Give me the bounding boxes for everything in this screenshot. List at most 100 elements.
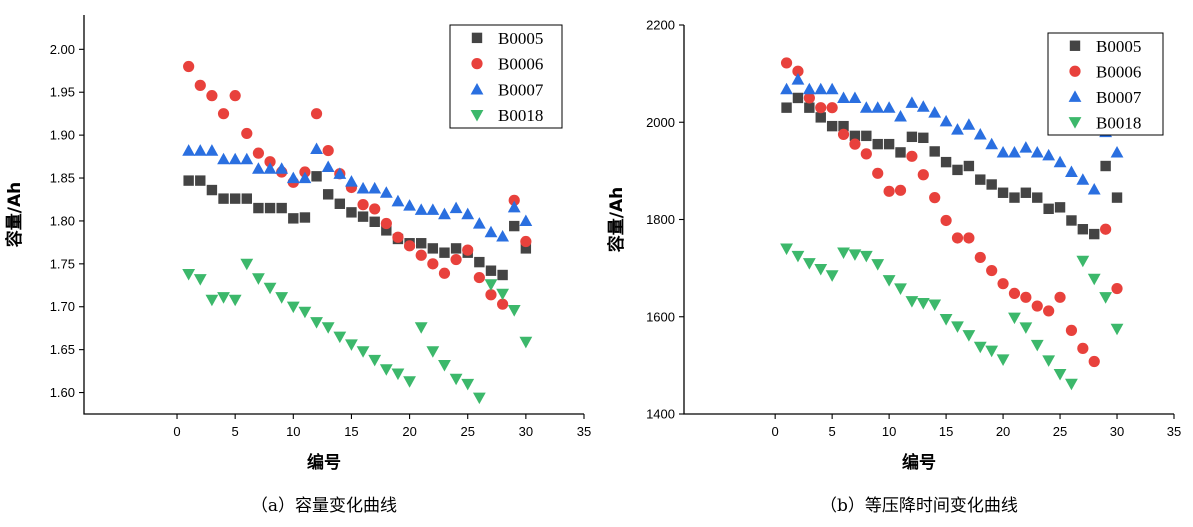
data-point-b0005	[1043, 203, 1054, 215]
data-point-b0018	[379, 364, 393, 376]
data-point-b0007	[1053, 155, 1067, 168]
data-point-b0005	[357, 211, 369, 222]
data-point-b0007	[286, 171, 300, 184]
chart-b: 0 5 10 15 20 25 30 35 1400 1600 1800 2000 2200 编号 容量/A…	[606, 18, 1181, 517]
data-point-b0006	[849, 138, 861, 150]
legend-label: B0005	[498, 29, 543, 48]
data-point-b0005	[883, 138, 895, 150]
legend-marker-b0006	[471, 58, 483, 70]
data-point-b0006	[217, 108, 230, 120]
data-point-b0006	[780, 57, 793, 69]
data-point-b0018	[1110, 323, 1124, 336]
data-point-b0007	[939, 114, 953, 127]
data-point-b0005	[497, 269, 508, 281]
data-point-b0005	[218, 193, 229, 204]
data-point-b0007	[1087, 182, 1101, 195]
data-point-b0007	[298, 171, 312, 184]
data-point-b0007	[496, 229, 510, 242]
data-point-b0006	[894, 184, 907, 196]
data-point-b0006	[1031, 300, 1043, 312]
data-point-b0007	[391, 194, 405, 207]
data-point-b0006	[427, 258, 439, 270]
data-point-b0007	[310, 142, 323, 154]
data-point-b0005	[520, 243, 532, 254]
data-point-b0006	[860, 148, 872, 160]
y-tick-label: 1.60	[50, 385, 75, 400]
data-point-b0018	[345, 339, 358, 351]
y-tick-label: 2200	[646, 18, 675, 33]
data-point-b0005	[439, 247, 450, 258]
data-point-b0007	[825, 82, 839, 95]
x-tick-label: 15	[939, 424, 953, 439]
legend-label: B0007	[1096, 88, 1142, 107]
data-point-b0018	[894, 283, 907, 295]
data-point-b0018	[996, 354, 1010, 366]
data-point-b0018	[438, 359, 451, 372]
x-tick-label: 25	[460, 424, 474, 439]
data-point-b0018	[519, 336, 533, 349]
data-point-b0018	[939, 314, 953, 326]
data-point-b0018	[263, 282, 277, 295]
data-point-b0018	[859, 250, 873, 263]
data-point-b0006	[803, 92, 815, 104]
data-point-b0007	[791, 73, 805, 85]
data-point-b0006	[974, 251, 986, 264]
data-point-b0005	[918, 132, 929, 144]
y-tick-label: 1600	[646, 309, 675, 324]
data-point-b0005	[322, 189, 334, 200]
x-tick-label: 10	[882, 424, 896, 439]
data-point-b0006	[380, 217, 392, 230]
data-point-b0018	[973, 341, 987, 354]
data-point-b0005	[975, 174, 986, 185]
data-point-b0007	[1076, 173, 1090, 185]
data-point-b0018	[356, 346, 370, 358]
y-tick-label: 1.65	[50, 342, 75, 357]
data-point-b0007	[859, 101, 873, 113]
data-point-b0005	[861, 130, 872, 142]
x-tick-label: 0	[772, 424, 779, 439]
x-tick-label: 20	[402, 424, 416, 439]
y-axis-title: 容量/Ah	[606, 187, 627, 252]
data-point-b0018	[193, 274, 207, 286]
data-point-b0018	[848, 249, 862, 261]
data-point-b0018	[791, 250, 805, 263]
legend-label: B0018	[498, 106, 543, 125]
data-point-b0006	[403, 240, 416, 252]
data-point-b0005	[1100, 160, 1111, 172]
legend-label: B0006	[498, 55, 543, 74]
data-point-b0018	[871, 259, 885, 271]
data-point-b0018	[951, 321, 964, 333]
data-point-b0005	[815, 112, 826, 123]
data-point-b0006	[963, 232, 975, 244]
data-point-b0018	[449, 373, 463, 386]
data-point-b0018	[825, 270, 839, 282]
y-tick-label: 2000	[646, 115, 675, 130]
data-point-b0007	[438, 207, 451, 220]
data-point-b0007	[814, 82, 828, 95]
data-point-b0006	[883, 185, 895, 197]
data-point-b0006	[1100, 223, 1112, 235]
data-point-b0006	[508, 194, 520, 206]
data-point-b0006	[1077, 342, 1089, 354]
data-point-b0006	[1008, 287, 1021, 300]
legend-marker-b0007	[470, 82, 484, 95]
data-point-b0018	[368, 354, 382, 367]
data-point-b0006	[369, 203, 381, 215]
data-point-b0018	[507, 305, 521, 317]
x-tick-label: 5	[829, 424, 836, 439]
data-point-b0005	[299, 212, 311, 223]
data-point-b0006	[792, 65, 804, 77]
data-point-b0005	[929, 146, 940, 157]
data-point-b0005	[963, 160, 975, 172]
chart-caption: （a）容量变化曲线	[251, 496, 397, 516]
data-point-b0005	[509, 220, 520, 232]
data-point-b0018	[837, 247, 850, 259]
data-point-b0007	[379, 186, 393, 198]
data-point-b0007	[962, 118, 976, 130]
data-point-b0005	[311, 171, 322, 182]
data-point-b0007	[871, 101, 885, 113]
data-point-b0018	[1030, 339, 1044, 352]
data-point-b0007	[882, 101, 896, 113]
data-point-b0018	[228, 294, 242, 307]
data-point-b0007	[252, 162, 265, 174]
